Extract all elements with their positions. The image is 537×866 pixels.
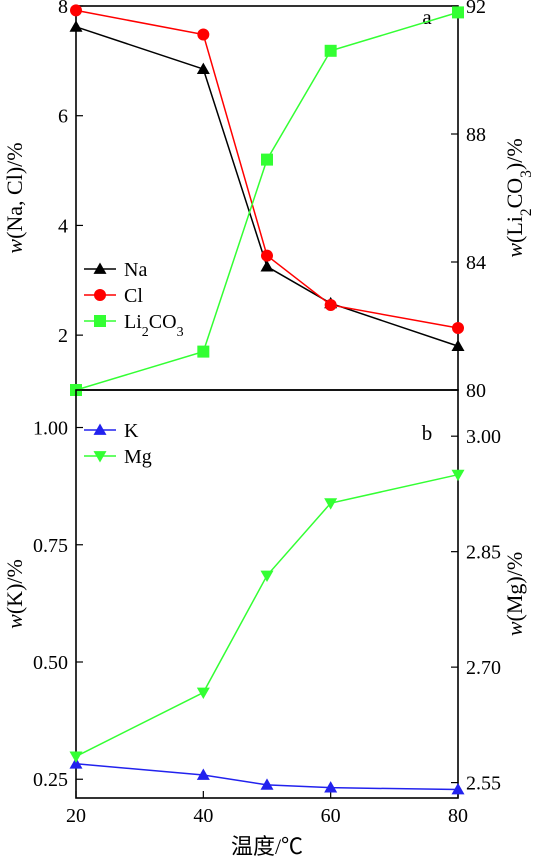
x-tick-label-80: 80: [448, 805, 468, 827]
point-na-20: [69, 20, 83, 32]
point-cl-20: [70, 4, 82, 17]
right-tick-label-3-00: 3.00: [466, 426, 501, 448]
right-axis-label: w(Li2CO3)/%: [502, 138, 535, 257]
right-tick-label-88: 88: [466, 124, 486, 146]
right-tick-label-2-70: 2.70: [466, 657, 501, 679]
point-cl-60: [324, 298, 337, 311]
legend-marker-na: [93, 262, 107, 274]
left-tick-label-1-00: 1.00: [33, 418, 68, 440]
left-tick-label-0-25: 0.25: [33, 769, 68, 791]
point-na-40: [196, 62, 210, 74]
x-tick-label-60: 60: [321, 805, 341, 827]
legend-label-li2co3: Li2CO3: [124, 311, 184, 340]
point-cl-80: [452, 322, 464, 335]
panel-b-frame: [75, 389, 459, 799]
series-line-li2co3: [75, 11, 459, 391]
point-li2co3-50: [261, 153, 273, 166]
point-li2co3-80: [452, 6, 464, 19]
left-axis-label: w(K)/%: [2, 559, 27, 629]
x-tick-label-40: 40: [193, 805, 213, 827]
left-axis-label: w(Na, Cl)/%: [2, 142, 27, 253]
point-na-80: [451, 339, 465, 351]
point-mg-20: [69, 751, 83, 763]
point-k-50: [260, 778, 274, 790]
point-cl-50: [261, 249, 273, 262]
left-tick-label-0-75: 0.75: [33, 535, 68, 557]
left-tick-label-2: 2: [58, 325, 68, 347]
legend-label-k: K: [124, 420, 139, 442]
series-line-mg: [75, 473, 459, 758]
point-li2co3-60: [324, 44, 337, 57]
point-k-40: [196, 768, 210, 780]
left-tick-label-8: 8: [58, 0, 68, 18]
point-k-20: [69, 757, 83, 769]
point-mg-50: [260, 570, 274, 583]
legend-label-cl: Cl: [124, 285, 143, 307]
legend-label-mg: Mg: [124, 446, 152, 468]
right-tick-label-80: 80: [466, 380, 486, 402]
legend-label-na: Na: [124, 259, 147, 281]
legend-marker-mg: [93, 451, 107, 463]
panel-b: 0.25 0.50 0.75 1.00 2.55 2.70 2.85 3.00 20 40 60 80…: [2, 389, 527, 859]
point-mg-40: [196, 687, 210, 700]
x-tick-label-20: 20: [66, 805, 86, 827]
point-mg-60: [324, 498, 338, 510]
panel-label-b: b: [422, 421, 433, 445]
point-na-50: [260, 260, 274, 272]
legend-marker-cl: [94, 289, 106, 301]
right-axis-label: w(Mg)/%: [502, 552, 527, 636]
panel-a: 2 4 6 8 80 84 88 92 w(Na, Cl)/% w(Li2CO3)/% a Na Cl L…: [2, 0, 535, 402]
point-k-60: [324, 781, 338, 793]
right-tick-label-84: 84: [466, 252, 486, 274]
legend-marker-li2co3: [94, 315, 106, 327]
left-tick-label-6: 6: [58, 106, 68, 128]
right-tick-label-92: 92: [466, 0, 486, 18]
point-cl-40: [197, 28, 210, 41]
point-k-80: [451, 783, 465, 795]
left-tick-label-4: 4: [58, 215, 68, 237]
left-tick-label-0-50: 0.50: [33, 652, 68, 674]
legend-marker-k: [93, 423, 107, 435]
point-li2co3-40: [197, 345, 210, 358]
point-mg-80: [451, 469, 465, 482]
x-axis-label: 温度/℃: [231, 834, 303, 859]
panel-label-a: a: [422, 5, 432, 29]
right-tick-label-2-85: 2.85: [466, 542, 501, 564]
right-tick-label-2-55: 2.55: [466, 773, 501, 795]
